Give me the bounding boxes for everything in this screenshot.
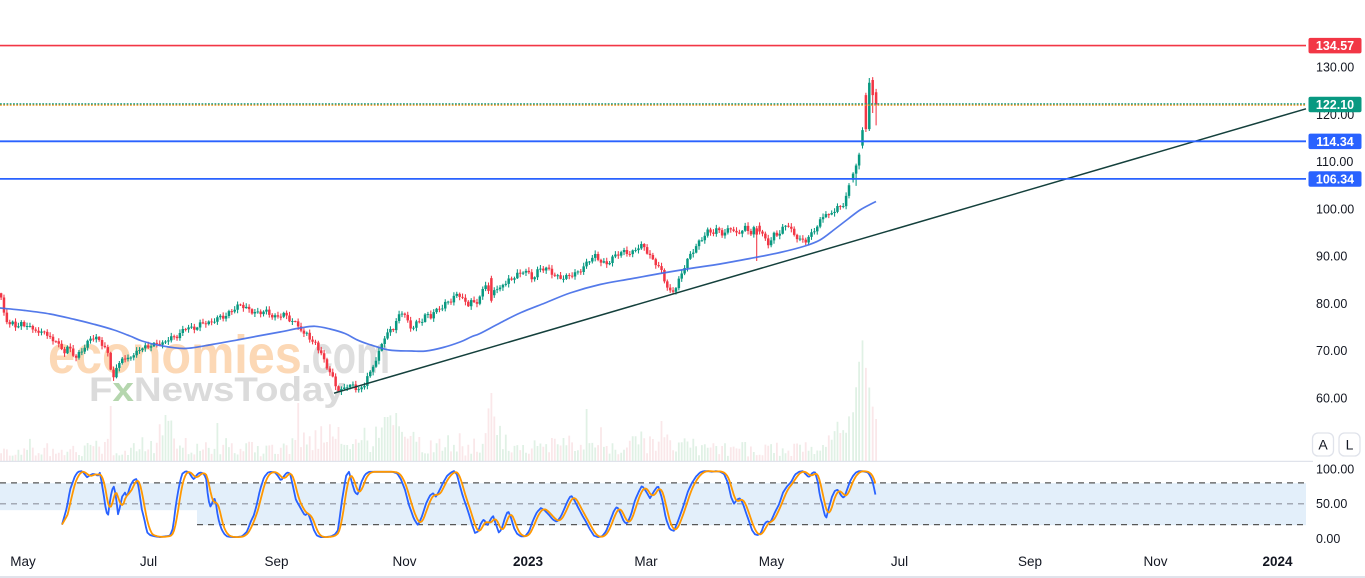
svg-text:122.10: 122.10 bbox=[1316, 98, 1354, 112]
svg-text:Sep: Sep bbox=[264, 554, 288, 569]
svg-text:economies: economies bbox=[48, 324, 302, 385]
svg-text:Mar: Mar bbox=[634, 554, 658, 569]
svg-text:May: May bbox=[759, 554, 785, 569]
svg-text:Jul: Jul bbox=[891, 554, 908, 569]
svg-text:L: L bbox=[1346, 437, 1354, 453]
svg-text:Nov: Nov bbox=[392, 554, 416, 569]
svg-text:2024: 2024 bbox=[1262, 554, 1293, 569]
svg-text:106.34: 106.34 bbox=[1316, 172, 1354, 186]
svg-text:60.00: 60.00 bbox=[1316, 392, 1347, 406]
svg-text:FxNewsToday: FxNewsToday bbox=[89, 370, 345, 408]
svg-text:114.34: 114.34 bbox=[1316, 135, 1354, 149]
svg-text:Nov: Nov bbox=[1143, 554, 1167, 569]
svg-text:50.00: 50.00 bbox=[1316, 497, 1347, 511]
svg-text:110.00: 110.00 bbox=[1316, 155, 1353, 169]
svg-text:A: A bbox=[1318, 437, 1328, 453]
svg-text:May: May bbox=[10, 554, 36, 569]
svg-text:0.00: 0.00 bbox=[1316, 532, 1340, 546]
svg-text:80.00: 80.00 bbox=[1316, 297, 1347, 311]
svg-text:100.00: 100.00 bbox=[1316, 462, 1354, 476]
svg-text:130.00: 130.00 bbox=[1316, 61, 1354, 75]
svg-text:Sep: Sep bbox=[1018, 554, 1042, 569]
svg-text:134.57: 134.57 bbox=[1316, 39, 1354, 53]
svg-text:70.00: 70.00 bbox=[1316, 344, 1347, 358]
svg-text:100.00: 100.00 bbox=[1316, 202, 1354, 216]
svg-text:2023: 2023 bbox=[513, 554, 544, 569]
svg-text:90.00: 90.00 bbox=[1316, 250, 1347, 264]
svg-text:Jul: Jul bbox=[140, 554, 157, 569]
